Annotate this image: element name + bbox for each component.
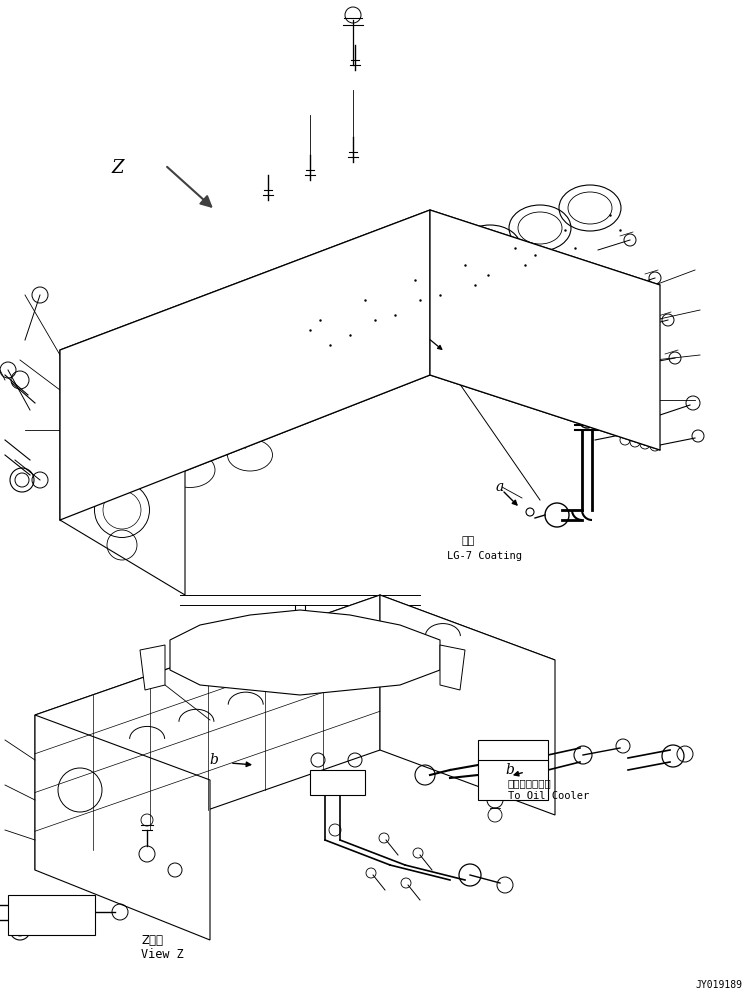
Polygon shape (478, 760, 548, 800)
Polygon shape (310, 770, 365, 795)
Text: a: a (496, 480, 504, 494)
Polygon shape (60, 350, 185, 595)
Polygon shape (8, 895, 95, 935)
Text: To Oil Cooler: To Oil Cooler (508, 791, 589, 801)
Text: LG-7 Coating: LG-7 Coating (447, 551, 522, 561)
Text: オイルクーラヘ: オイルクーラヘ (508, 778, 552, 788)
Text: View Z: View Z (141, 948, 183, 962)
Polygon shape (60, 210, 660, 425)
Text: 塗布: 塗布 (462, 536, 475, 546)
Polygon shape (380, 595, 555, 815)
Polygon shape (35, 715, 210, 940)
Text: b: b (210, 753, 218, 767)
Text: JY019189: JY019189 (695, 980, 742, 990)
Polygon shape (140, 645, 165, 690)
Polygon shape (170, 610, 440, 695)
Text: Z　視: Z 視 (141, 934, 163, 948)
Polygon shape (478, 740, 548, 770)
Polygon shape (35, 595, 380, 870)
Polygon shape (440, 645, 465, 690)
Polygon shape (60, 210, 430, 520)
Polygon shape (430, 210, 660, 450)
Polygon shape (35, 595, 555, 780)
Text: b: b (506, 763, 514, 777)
Text: Z: Z (112, 159, 125, 177)
